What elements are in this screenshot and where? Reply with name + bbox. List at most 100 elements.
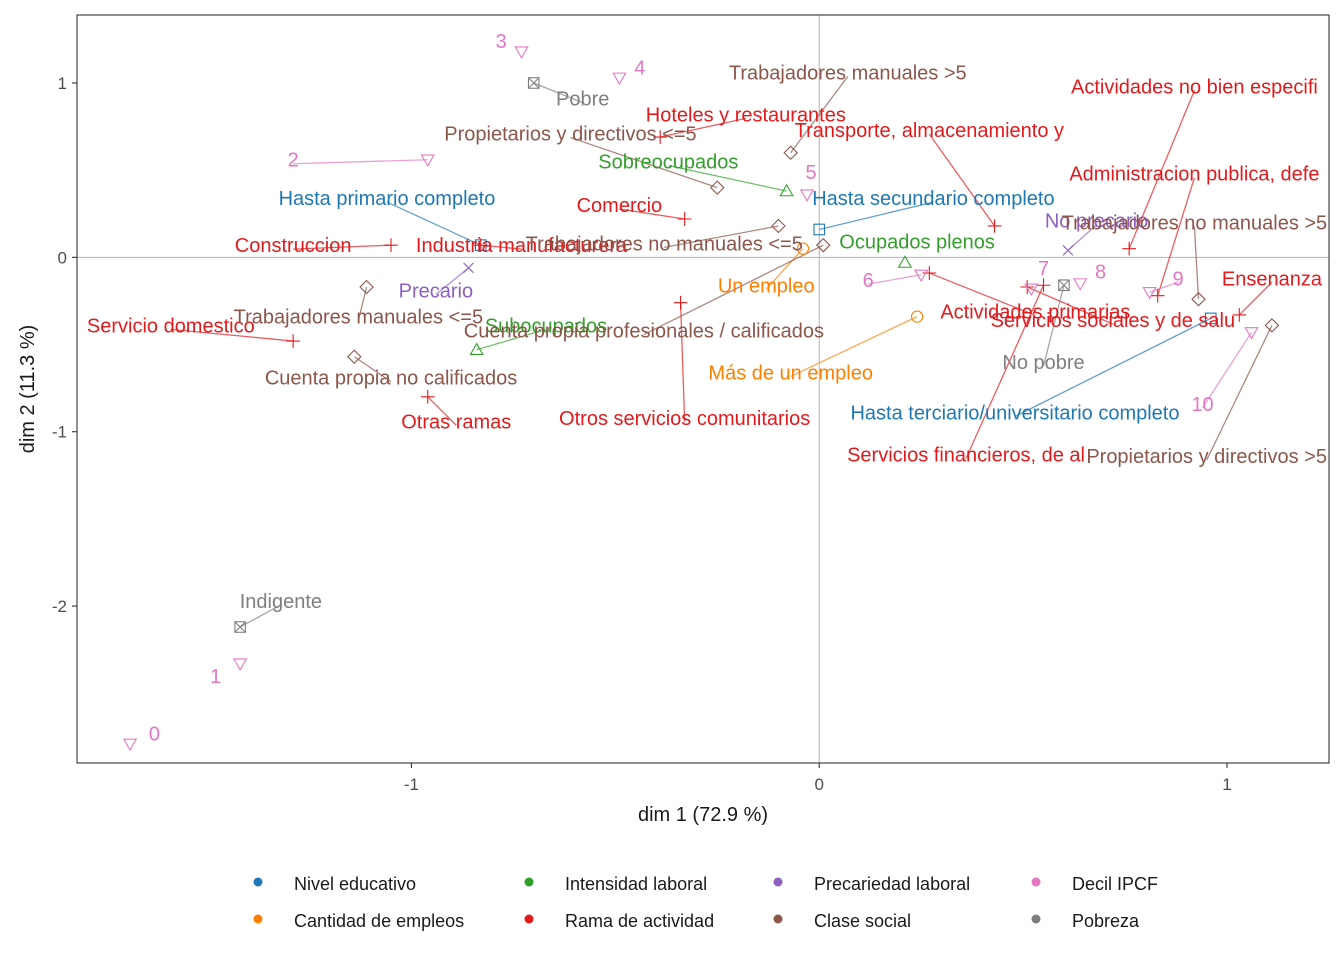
data-point bbox=[709, 180, 725, 195]
point-label: Precario bbox=[399, 280, 473, 302]
legend-item: Rama de actividad bbox=[524, 911, 714, 931]
point-label: 5 bbox=[806, 162, 817, 184]
data-point bbox=[914, 269, 929, 283]
legend-key bbox=[773, 914, 783, 924]
point-label: 1 bbox=[210, 666, 221, 688]
data-point bbox=[1142, 287, 1157, 300]
y-tick-label: -2 bbox=[52, 597, 67, 616]
data-point bbox=[816, 237, 831, 253]
data-point bbox=[232, 658, 248, 671]
label-leader-line bbox=[868, 274, 922, 285]
data-point bbox=[1062, 245, 1074, 256]
data-point bbox=[1122, 241, 1136, 256]
axes: -1 0 1 -2 -1 0 1 bbox=[52, 74, 1232, 794]
point-label: Actividades primarias bbox=[940, 301, 1130, 323]
label-leader-line bbox=[570, 136, 718, 189]
x-tick-label: 1 bbox=[1222, 775, 1231, 794]
legend-key bbox=[1031, 877, 1041, 887]
label-leader-line bbox=[790, 316, 918, 378]
label-leaders bbox=[170, 76, 1273, 628]
legend-label: Decil IPCF bbox=[1072, 874, 1158, 894]
point-label: Otras ramas bbox=[401, 411, 511, 433]
label-leader-line bbox=[679, 302, 686, 422]
x-tick-label: 0 bbox=[814, 775, 823, 794]
point-label: Pobre bbox=[556, 89, 609, 111]
label-leader-line bbox=[929, 272, 1036, 317]
data-point bbox=[799, 189, 815, 202]
point-label: 3 bbox=[496, 31, 507, 53]
point-label: Propietarios y directivos <=5 bbox=[444, 124, 696, 146]
legend-item: Precariedad laboral bbox=[773, 874, 970, 894]
point-label: 4 bbox=[634, 57, 645, 79]
point-label: 7 bbox=[1038, 258, 1049, 280]
point-label: Industria manufacturera bbox=[416, 235, 628, 257]
legend-key bbox=[253, 877, 263, 887]
label-leader-line bbox=[1026, 286, 1114, 325]
point-label: Comercio bbox=[577, 195, 663, 217]
data-point bbox=[771, 218, 786, 234]
data-point bbox=[347, 349, 362, 365]
point-label: Ocupados plenos bbox=[839, 232, 995, 254]
label-leader-line bbox=[239, 604, 282, 628]
data-point bbox=[1058, 279, 1070, 292]
label-leader-line bbox=[427, 396, 457, 426]
point-label: Administracion publica, defe bbox=[1069, 164, 1319, 186]
point-label: Subocupados bbox=[485, 315, 607, 337]
data-point bbox=[469, 342, 484, 355]
data-point bbox=[813, 223, 826, 236]
label-leader-line bbox=[965, 284, 1045, 459]
data-point bbox=[1150, 288, 1165, 303]
point-label: 0 bbox=[149, 723, 160, 745]
point-label: Actividades no bien especifi bbox=[1071, 76, 1318, 98]
y-tick-label: 1 bbox=[58, 74, 67, 93]
y-tick-label: 0 bbox=[58, 248, 67, 267]
label-leader-line bbox=[353, 356, 392, 383]
legend-key bbox=[773, 877, 783, 887]
point-labels: Hasta primario completo Hasta secundario … bbox=[87, 31, 1327, 745]
label-leader-line bbox=[435, 267, 469, 295]
legend-key bbox=[524, 877, 534, 887]
label-leader-line bbox=[664, 225, 779, 249]
legend-label: Intensidad laboral bbox=[565, 874, 707, 894]
legend-item: Pobreza bbox=[1031, 911, 1140, 931]
legend-label: Cantidad de empleos bbox=[294, 911, 464, 931]
label-leader-line bbox=[1193, 226, 1200, 300]
point-label: Un empleo bbox=[718, 275, 815, 297]
data-point bbox=[122, 738, 138, 752]
legend-item: Intensidad laboral bbox=[524, 874, 707, 894]
label-leader-line bbox=[1238, 281, 1273, 316]
legend-item: Decil IPCF bbox=[1031, 874, 1158, 894]
point-label: Hasta primario completo bbox=[279, 188, 496, 210]
y-axis-title: dim 2 (11.3 %) bbox=[17, 325, 39, 454]
label-leader-line bbox=[790, 76, 849, 154]
data-point bbox=[473, 238, 488, 252]
point-label: Trabajadores no manuales >5 bbox=[1062, 212, 1328, 234]
data-point bbox=[987, 219, 1002, 233]
label-leader-line bbox=[1206, 325, 1273, 461]
label-leader-line bbox=[480, 244, 522, 250]
point-label: Servicios sociales y de salu bbox=[991, 310, 1236, 332]
legend-item: Clase social bbox=[773, 911, 911, 931]
point-label: Más de un empleo bbox=[708, 362, 873, 384]
point-label: Servicios financieros, de al bbox=[847, 444, 1085, 466]
data-point bbox=[1204, 312, 1217, 325]
label-leader-line bbox=[533, 82, 583, 104]
label-leader-line bbox=[1157, 177, 1196, 296]
point-label: Hasta secundario completo bbox=[812, 188, 1054, 210]
point-label: Trabajadores manuales <=5 bbox=[234, 307, 483, 329]
point-label: Cuenta propia no calificados bbox=[265, 368, 517, 390]
legend-label: Rama de actividad bbox=[565, 911, 714, 931]
x-axis-title: dim 1 (72.9 %) bbox=[638, 804, 768, 826]
label-leader-line bbox=[668, 164, 787, 192]
data-point bbox=[359, 279, 374, 295]
label-leader-line bbox=[476, 328, 547, 351]
point-label: Trabajadores no manuales <=5 bbox=[526, 233, 803, 255]
point-label: Hoteles y restaurantes bbox=[646, 104, 846, 126]
legend-key bbox=[1031, 914, 1041, 924]
point-label: Sobreocupados bbox=[598, 151, 738, 173]
point-label: Hasta terciario/universitario completo bbox=[850, 403, 1179, 425]
label-leader-line bbox=[386, 201, 482, 246]
data-point bbox=[677, 212, 692, 226]
